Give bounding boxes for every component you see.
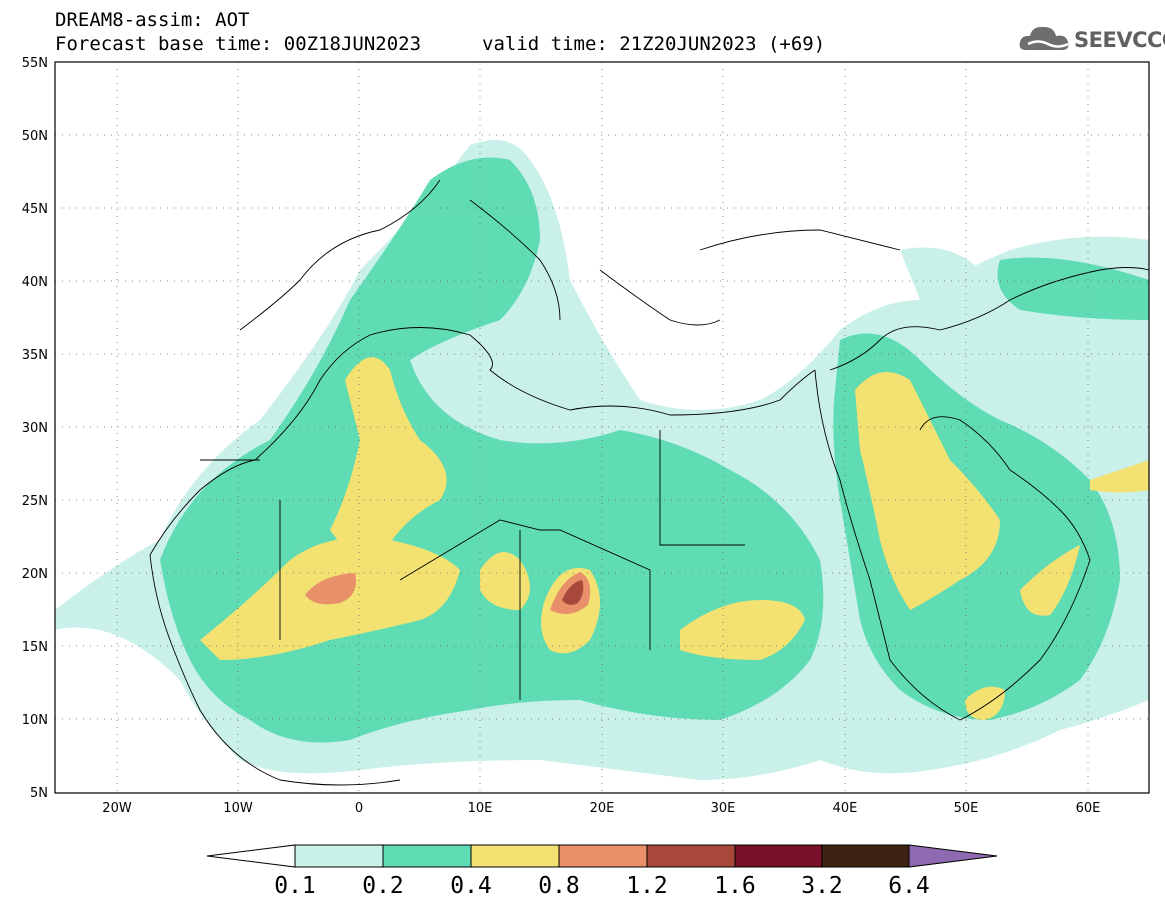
map-frame [54, 61, 1150, 794]
lon-axis: 20W 10W 0 10E 20E 30E 40E 50E 60E [102, 801, 1100, 816]
colorbar-low-arrow [206, 844, 296, 868]
title-line: DREAM8-assim: AOT [55, 9, 250, 31]
colorbar-labels: 0.1 0.2 0.4 0.8 1.2 1.6 3.2 6.4 [274, 873, 930, 899]
colorbar-high-arrow [908, 844, 998, 868]
colorbar-swatch [470, 844, 560, 868]
lat-tick: 45N [22, 202, 48, 217]
aot-band-0-2 [160, 157, 1149, 743]
lon-tick: 20E [590, 801, 615, 816]
lat-tick: 30N [22, 421, 48, 436]
lon-tick: 60E [1076, 801, 1101, 816]
lon-tick: 40E [833, 801, 858, 816]
lat-tick: 35N [22, 348, 48, 363]
base-time: Forecast base time: 00Z18JUN2023 [55, 33, 422, 55]
aot-field [55, 140, 1149, 780]
colorbar-label: 0.2 [362, 873, 404, 899]
colorbar-label: 0.8 [538, 873, 580, 899]
lat-tick: 55N [22, 56, 48, 71]
lon-tick: 10W [223, 801, 253, 816]
colorbar-swatch [558, 844, 648, 868]
lat-tick: 5N [30, 786, 48, 801]
lon-tick: 20W [102, 801, 132, 816]
lat-tick: 50N [22, 129, 48, 144]
colorbar [206, 844, 998, 868]
colorbar-swatch [821, 844, 910, 868]
lon-tick: 10E [468, 801, 493, 816]
lat-axis: 55N 50N 45N 40N 35N 30N 25N 20N 15N 10N … [22, 56, 48, 801]
colorbar-label: 0.1 [274, 873, 316, 899]
lat-tick: 40N [22, 275, 48, 290]
lat-tick: 15N [22, 640, 48, 655]
lat-tick: 20N [22, 567, 48, 582]
aot-band-1-2 [562, 580, 584, 605]
coastlines [149, 179, 1149, 786]
colorbar-label: 0.4 [450, 873, 492, 899]
lon-tick: 30E [711, 801, 736, 816]
logo-text: SEEVCCC [1074, 28, 1165, 52]
colorbar-swatch [382, 844, 472, 868]
valid-time: valid time: 21Z20JUN2023 (+69) [482, 33, 826, 55]
colorbar-swatch [734, 844, 823, 868]
colorbar-label: 1.2 [626, 873, 668, 899]
lon-tick: 50E [954, 801, 979, 816]
colorbar-label: 3.2 [801, 873, 843, 899]
lat-tick: 25N [22, 494, 48, 509]
colorbar-swatch [294, 844, 384, 868]
colorbar-label: 6.4 [888, 873, 930, 899]
cloud-logo-icon [1019, 26, 1069, 50]
seevccc-logo: SEEVCCC [1018, 22, 1165, 56]
colorbar-swatch [646, 844, 736, 868]
lat-tick: 10N [22, 713, 48, 728]
map-grid [55, 62, 1149, 793]
lon-tick: 0 [355, 801, 363, 816]
colorbar-label: 1.6 [714, 873, 756, 899]
